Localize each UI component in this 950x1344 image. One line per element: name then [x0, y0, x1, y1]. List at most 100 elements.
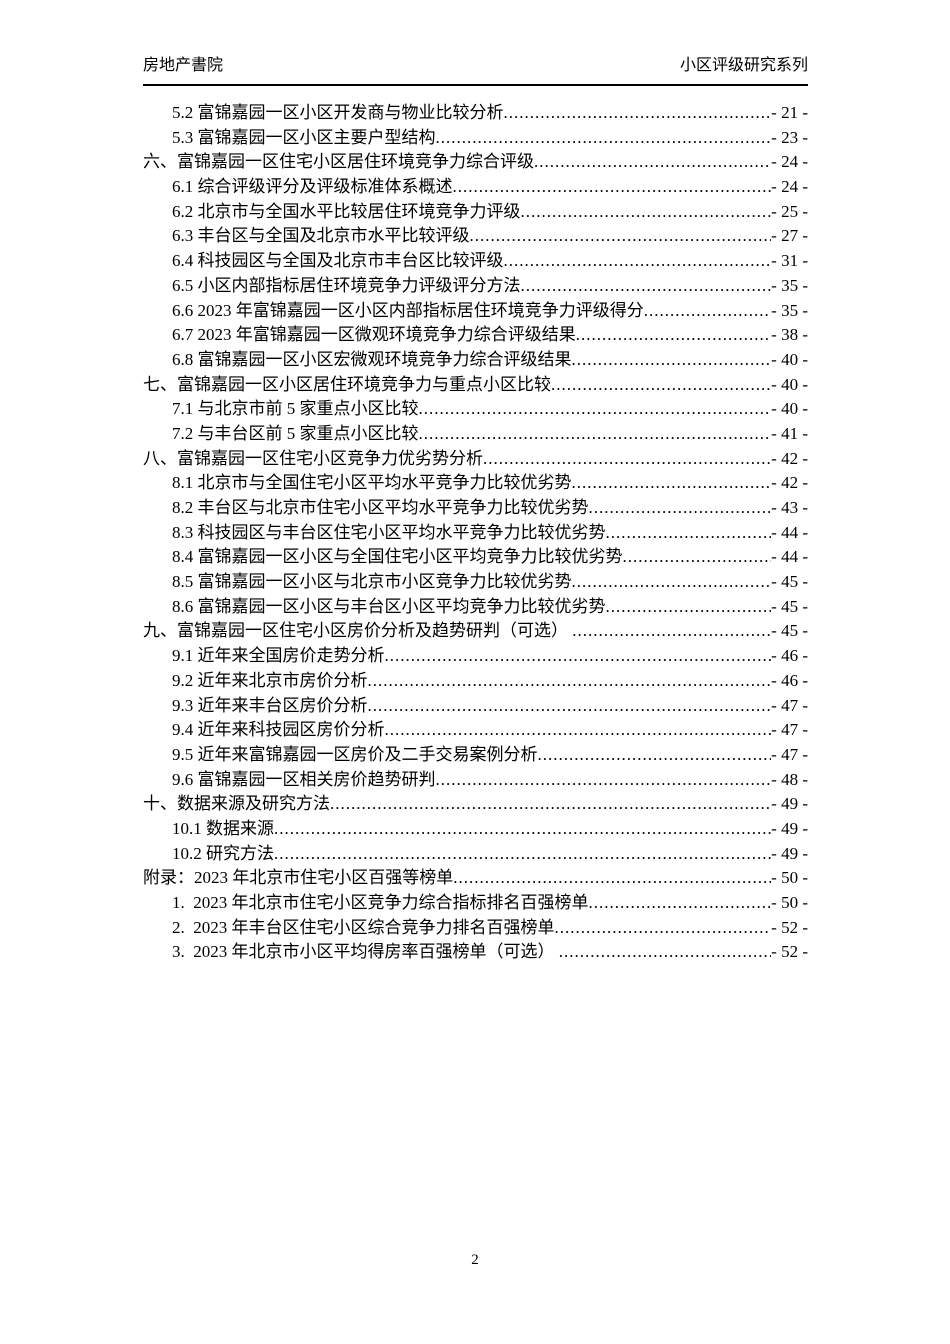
toc-entry[interactable]: 9.1 近年来全国房价走势分析.........................…	[143, 644, 808, 669]
toc-page-number: - 40 -	[771, 399, 808, 419]
dot-leader: ........................................…	[575, 325, 771, 345]
toc-page-number: - 27 -	[771, 226, 808, 246]
toc-entry[interactable]: 8.1 北京市与全国住宅小区平均水平竞争力比较优劣势..............…	[143, 471, 808, 496]
toc-entry[interactable]: 10.2 研究方法...............................…	[143, 842, 808, 867]
toc-entry[interactable]: 9.4 近年来科技园区房价分析.........................…	[143, 718, 808, 743]
toc-entry-label: 2. 2023 年丰台区住宅小区综合竞争力排名百强榜单	[172, 917, 555, 937]
dot-leader: ........................................…	[622, 547, 772, 567]
dot-leader: ........................................…	[520, 275, 772, 295]
toc-entry[interactable]: 8.6 富锦嘉园一区小区与丰台区小区平均竞争力比较优劣势............…	[143, 595, 808, 620]
toc-entry-label: 附录：2023 年北京市住宅小区百强等榜单	[143, 868, 454, 888]
toc-page-number: - 24 -	[771, 177, 808, 197]
toc-entry-label: 6.7 2023 年富锦嘉园一区微观环境竞争力综合评级结果	[172, 325, 576, 345]
toc-entry[interactable]: 6.7 2023 年富锦嘉园一区微观环境竞争力综合评级结果...........…	[143, 323, 808, 348]
toc-entry[interactable]: 5.2 富锦嘉园一区小区开发商与物业比较分析..................…	[143, 101, 808, 126]
toc-entry-label: 8.2 丰台区与北京市住宅小区平均水平竞争力比较优劣势	[172, 498, 589, 517]
toc-entry-label: 九、富锦嘉园一区住宅小区房价分析及趋势研判（可选）	[143, 621, 573, 641]
dot-leader: ........................................…	[384, 646, 772, 666]
toc-page-number: - 41 -	[771, 423, 808, 443]
dot-leader: ........................................…	[435, 769, 772, 789]
dot-leader: ........................................…	[572, 621, 771, 641]
toc-entry-label: 6.1 综合评级评分及评级标准体系概述	[172, 177, 453, 197]
toc-entry[interactable]: 9.5 近年来富锦嘉园一区房价及二手交易案例分析................…	[143, 743, 808, 768]
dot-leader: ........................................…	[367, 670, 772, 690]
toc-entry-label: 9.2 近年来北京市房价分析	[172, 670, 368, 690]
toc-page-number: - 23 -	[771, 127, 808, 147]
toc-page-number: - 47 -	[771, 744, 808, 764]
dot-leader: ........................................…	[452, 177, 772, 197]
toc-entry-label: 6.8 富锦嘉园一区小区宏微观环境竞争力综合评级结果	[172, 349, 572, 369]
toc-page-number: - 43 -	[771, 498, 808, 517]
toc-entry[interactable]: 2. 2023 年丰台区住宅小区综合竞争力排名百强榜单.............…	[143, 916, 808, 941]
toc-entry[interactable]: 附录：2023 年北京市住宅小区百强等榜单...................…	[143, 866, 808, 891]
dot-leader: ........................................…	[274, 843, 772, 863]
toc-entry[interactable]: 9.2 近年来北京市房价分析..........................…	[143, 669, 808, 694]
toc-entry[interactable]: 6.4 科技园区与全国及北京市丰台区比较评级..................…	[143, 249, 808, 274]
toc-entry-label: 6.6 2023 年富锦嘉园一区小区内部指标居住环境竞争力评级得分	[172, 300, 644, 320]
toc-entry[interactable]: 七、富锦嘉园一区小区居住环境竞争力与重点小区比较................…	[143, 373, 808, 398]
toc-page-number: - 52 -	[771, 942, 808, 962]
toc-page-number: - 38 -	[771, 325, 808, 345]
toc-entry-label: 9.6 富锦嘉园一区相关房价趋势研判	[172, 769, 436, 789]
toc-page-number: - 21 -	[771, 103, 808, 122]
toc-page-number: - 49 -	[771, 794, 808, 814]
toc-entry[interactable]: 3. 2023 年北京市小区平均得房率百强榜单（可选） ............…	[143, 940, 808, 965]
dot-leader: ........................................…	[418, 423, 772, 443]
dot-leader: ........................................…	[483, 448, 772, 468]
toc-entry[interactable]: 九、富锦嘉园一区住宅小区房价分析及趋势研判（可选） ..............…	[143, 619, 808, 644]
toc-entry[interactable]: 5.3 富锦嘉园一区小区主要户型结构......................…	[143, 126, 808, 151]
dot-leader: ........................................…	[367, 695, 772, 715]
dot-leader: ........................................…	[384, 720, 772, 740]
dot-leader: ........................................…	[534, 152, 771, 172]
dot-leader: ........................................…	[605, 522, 772, 542]
toc-page-number: - 48 -	[771, 769, 808, 789]
toc-entry-label: 6.2 北京市与全国水平比较居住环境竞争力评级	[172, 201, 521, 221]
toc-entry-label: 9.5 近年来富锦嘉园一区房价及二手交易案例分析	[172, 744, 538, 764]
toc-entry-label: 8.3 科技园区与丰台区住宅小区平均水平竞争力比较优劣势	[172, 522, 606, 542]
toc-entry-label: 6.4 科技园区与全国及北京市丰台区比较评级	[172, 251, 504, 271]
toc-page-number: - 49 -	[771, 843, 808, 863]
toc-entry[interactable]: 1. 2023 年北京市住宅小区竞争力综合指标排名百强榜单...........…	[143, 891, 808, 916]
toc-page-number: - 44 -	[771, 522, 808, 542]
dot-leader: ........................................…	[469, 226, 772, 246]
toc-entry-label: 9.4 近年来科技园区房价分析	[172, 720, 385, 740]
dot-leader: ........................................…	[418, 399, 772, 419]
dot-leader: ........................................…	[503, 251, 772, 271]
toc-entry[interactable]: 7.2 与丰台区前 5 家重点小区比较.....................…	[143, 422, 808, 447]
toc-entry[interactable]: 9.6 富锦嘉园一区相关房价趋势研判......................…	[143, 768, 808, 793]
toc-entry[interactable]: 6.3 丰台区与全国及北京市水平比较评级....................…	[143, 224, 808, 249]
toc-entry[interactable]: 十、数据来源及研究方法.............................…	[143, 792, 808, 817]
toc-entry-label: 9.3 近年来丰台区房价分析	[172, 695, 368, 715]
toc-entry[interactable]: 8.3 科技园区与丰台区住宅小区平均水平竞争力比较优劣势............…	[143, 521, 808, 546]
toc-entry[interactable]: 8.5 富锦嘉园一区小区与北京市小区竞争力比较优劣势..............…	[143, 570, 808, 595]
dot-leader: ........................................…	[588, 893, 772, 912]
toc-entry[interactable]: 六、富锦嘉园一区住宅小区居住环境竞争力综合评级.................…	[143, 150, 808, 175]
toc-page-number: - 49 -	[771, 818, 808, 838]
toc-entry[interactable]: 6.6 2023 年富锦嘉园一区小区内部指标居住环境竞争力评级得分.......…	[143, 299, 808, 324]
toc-entry-label: 9.1 近年来全国房价走势分析	[172, 646, 385, 666]
toc-entry[interactable]: 7.1 与北京市前 5 家重点小区比较.....................…	[143, 397, 808, 422]
toc-page-number: - 46 -	[771, 646, 808, 666]
toc-entry[interactable]: 八、富锦嘉园一区住宅小区竞争力优劣势分析....................…	[143, 447, 808, 472]
header-left-title: 房地产書院	[143, 57, 224, 74]
toc-page-number: - 45 -	[771, 621, 808, 641]
toc-entry-label: 5.2 富锦嘉园一区小区开发商与物业比较分析	[172, 103, 504, 122]
toc-entry[interactable]: 6.8 富锦嘉园一区小区宏微观环境竞争力综合评级结果..............…	[143, 348, 808, 373]
toc-entry[interactable]: 6.2 北京市与全国水平比较居住环境竞争力评级.................…	[143, 200, 808, 225]
dot-leader: ........................................…	[274, 818, 772, 838]
toc-page-number: - 35 -	[771, 300, 808, 320]
toc-entry[interactable]: 6.5 小区内部指标居住环境竞争力评级评分方法.................…	[143, 274, 808, 299]
toc-page-number: - 35 -	[771, 275, 808, 295]
dot-leader: ........................................…	[435, 127, 772, 147]
toc-entry-label: 10.2 研究方法	[172, 843, 274, 863]
toc-page-number: - 52 -	[771, 917, 808, 937]
toc-entry[interactable]: 8.2 丰台区与北京市住宅小区平均水平竞争力比较优劣势.............…	[143, 496, 808, 521]
toc-entry[interactable]: 6.1 综合评级评分及评级标准体系概述.....................…	[143, 175, 808, 200]
toc-entry-label: 八、富锦嘉园一区住宅小区竞争力优劣势分析	[143, 448, 483, 468]
toc-entry[interactable]: 8.4 富锦嘉园一区小区与全国住宅小区平均竞争力比较优劣势...........…	[143, 545, 808, 570]
toc-page-number: - 42 -	[771, 473, 808, 493]
toc-entry[interactable]: 10.1 数据来源...............................…	[143, 817, 808, 842]
toc-entry[interactable]: 9.3 近年来丰台区房价分析..........................…	[143, 694, 808, 719]
toc-entry-label: 6.3 丰台区与全国及北京市水平比较评级	[172, 226, 470, 246]
